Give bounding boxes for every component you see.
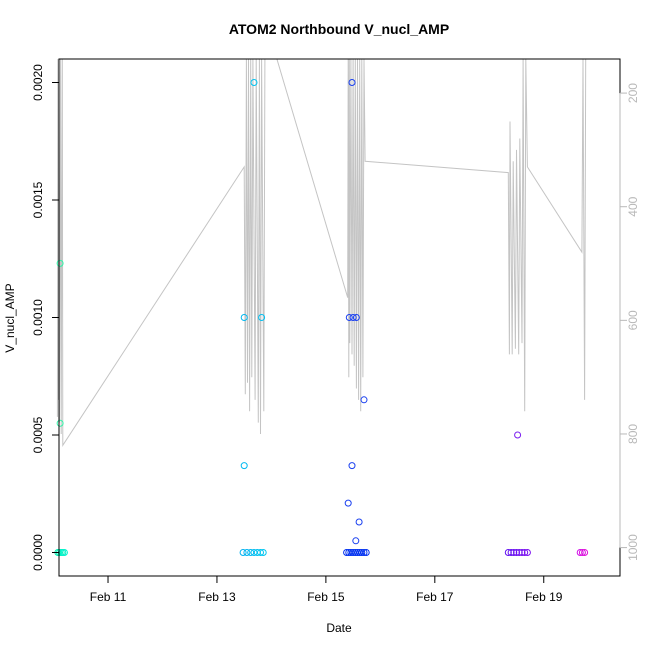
y-tick-label: 0.0015 <box>31 181 45 218</box>
data-point <box>578 549 586 556</box>
y-tick-label: 0.0010 <box>31 299 45 336</box>
data-point <box>521 549 529 556</box>
data-point <box>344 499 352 507</box>
depth-line-series <box>56 58 587 447</box>
data-point <box>60 549 68 556</box>
data-point <box>259 549 267 556</box>
data-point <box>360 549 368 556</box>
data-point <box>349 314 357 321</box>
y-axis-left: 0.0000 0.0005 0.0010 0.0015 0.0020 <box>31 64 60 571</box>
y2-tick-label: 800 <box>626 424 640 444</box>
chart-title: ATOM2 Northbound V_nucl_AMP <box>229 21 449 37</box>
x-tick-label: Feb 19 <box>525 590 563 604</box>
data-point <box>510 549 518 556</box>
data-point <box>240 462 248 470</box>
data-point <box>360 396 368 404</box>
y-tick-label: 0.0005 <box>31 416 45 453</box>
x-tick-label: Feb 11 <box>90 590 127 604</box>
y2-tick-label: 200 <box>626 83 640 103</box>
data-point <box>358 549 366 556</box>
x-tick-label: Feb 17 <box>416 590 454 604</box>
x-axis: Feb 11 Feb 13 Feb 15 Feb 17 Feb 19 <box>90 575 563 604</box>
data-point <box>518 549 526 556</box>
data-point <box>581 549 589 556</box>
data-point <box>349 549 357 556</box>
data-point <box>243 549 251 556</box>
data-point <box>352 314 360 321</box>
data-point <box>56 419 64 427</box>
y2-tick-label: 600 <box>626 310 640 330</box>
data-point <box>56 259 64 267</box>
x-axis-label: Date <box>326 621 352 635</box>
y2-tick-label: 400 <box>626 196 640 216</box>
data-point <box>239 549 247 556</box>
data-point <box>507 549 515 556</box>
data-point <box>247 549 255 556</box>
data-point <box>347 549 355 556</box>
data-point <box>240 314 248 321</box>
y-tick-label: 0.0020 <box>31 64 45 101</box>
data-point <box>257 549 264 556</box>
data-point <box>348 79 356 86</box>
y-axis-label: V_nucl_AMP <box>3 283 17 352</box>
data-point <box>250 79 258 86</box>
depth-line <box>56 58 587 447</box>
x-tick-label: Feb 15 <box>307 590 345 604</box>
data-point <box>348 462 356 470</box>
x-tick-label: Feb 13 <box>198 590 236 604</box>
data-point <box>576 549 584 556</box>
data-points <box>54 79 589 556</box>
plot-box <box>58 58 621 577</box>
y-tick-label: 0.0000 <box>31 534 45 571</box>
data-point <box>352 537 360 545</box>
data-point <box>355 518 363 526</box>
data-point <box>345 314 353 321</box>
data-point <box>258 314 266 321</box>
data-point <box>523 549 531 556</box>
y2-tick-label: 1000 <box>626 534 640 561</box>
y-axis-right: 200 400 600 800 1000 <box>619 83 640 561</box>
data-point <box>362 549 370 556</box>
data-point <box>514 431 522 439</box>
